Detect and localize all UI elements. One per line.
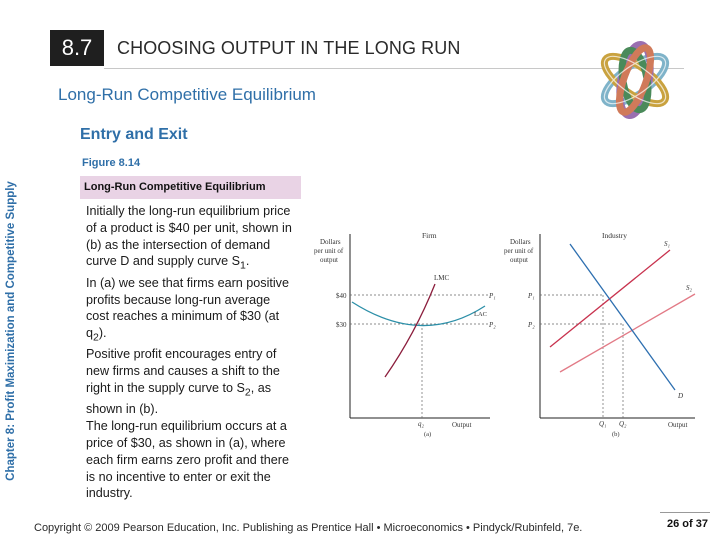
panel-a-firm: Dollars per unit of output Firm $40 P₁ $… [314, 231, 496, 438]
chapter-sidebar-text: Chapter 8: Profit Maximization and Compe… [5, 181, 17, 481]
paragraph-positive-profits: In (a) we see that firms earn positive p… [86, 275, 289, 344]
tick-30: $30 [336, 321, 347, 329]
demand-label: D [677, 392, 683, 400]
panel-a-p2-label: P₂ [488, 321, 496, 329]
panel-b-p2-tick: P₂ [527, 321, 535, 329]
s1-label: S₁ [664, 240, 670, 248]
panel-b-ylabel-line2: per unit of [504, 247, 534, 255]
panel-a-title: Firm [422, 231, 437, 240]
panel-b-p1-tick: P₁ [527, 292, 535, 300]
lac-curve [351, 301, 486, 327]
section-heading: Entry and Exit [80, 126, 188, 143]
panel-b-caption: (b) [612, 431, 620, 438]
section-number-badge: 8.7 [50, 30, 104, 66]
figure-number: Figure 8.14 [82, 157, 141, 169]
panel-a-ylabel-line2: per unit of [314, 247, 344, 255]
s2-curve [559, 293, 696, 373]
panel-a-caption: (a) [424, 431, 431, 438]
figure-title-bar [80, 176, 301, 199]
figure-explanation: Initially the long-run equilibrium price… [86, 203, 296, 502]
demand-curve [569, 243, 676, 391]
panel-b-xlabel: Output [668, 421, 688, 429]
paragraph-long-run-equilibrium: The long-run equilibrium occurs at a pri… [86, 419, 290, 501]
panel-a-p1-label: P₁ [488, 292, 496, 300]
tick-q1: Q₁ [599, 420, 607, 428]
panel-b-title: Industry [602, 231, 627, 240]
paragraph-entry-shift: Positive profit encourages entry of new … [86, 347, 280, 417]
long-run-equilibrium-figure: Dollars per unit of output Firm $40 P₁ $… [314, 231, 696, 438]
page-number: 26 of 37 [667, 518, 708, 530]
page-number-divider [660, 512, 710, 513]
panel-b-industry: Dollars per unit of output Industry P₁ P… [504, 231, 696, 438]
lac-label: LAC [474, 311, 487, 318]
header-divider [104, 68, 684, 69]
s1-curve [549, 249, 671, 348]
tick-q2-industry: Q₂ [619, 420, 627, 428]
s2-label: S₂ [686, 284, 693, 292]
chapter-sidebar-label: Chapter 8: Profit Maximization and Compe… [0, 146, 22, 516]
slide-header-title: CHOOSING OUTPUT IN THE LONG RUN [117, 38, 461, 58]
tick-40: $40 [336, 292, 347, 300]
lmc-curve [384, 283, 436, 378]
panel-b-ylabel-line3: output [510, 256, 528, 264]
panel-a-ylabel-line1: Dollars [320, 238, 341, 246]
tick-q2-firm: q₂ [418, 420, 425, 428]
slide-subtitle: Long-Run Competitive Equilibrium [58, 85, 316, 104]
panel-a-xlabel: Output [452, 421, 472, 429]
interlocking-rings-logo [600, 40, 670, 120]
footer-copyright: Copyright © 2009 Pearson Education, Inc.… [34, 522, 583, 534]
figure-title: Long-Run Competitive Equilibrium [84, 181, 266, 193]
panel-b-ylabel-line1: Dollars [510, 238, 531, 246]
paragraph-initial-equilibrium: Initially the long-run equilibrium price… [86, 204, 292, 272]
lmc-label: LMC [434, 274, 450, 282]
panel-a-ylabel-line3: output [320, 256, 338, 264]
